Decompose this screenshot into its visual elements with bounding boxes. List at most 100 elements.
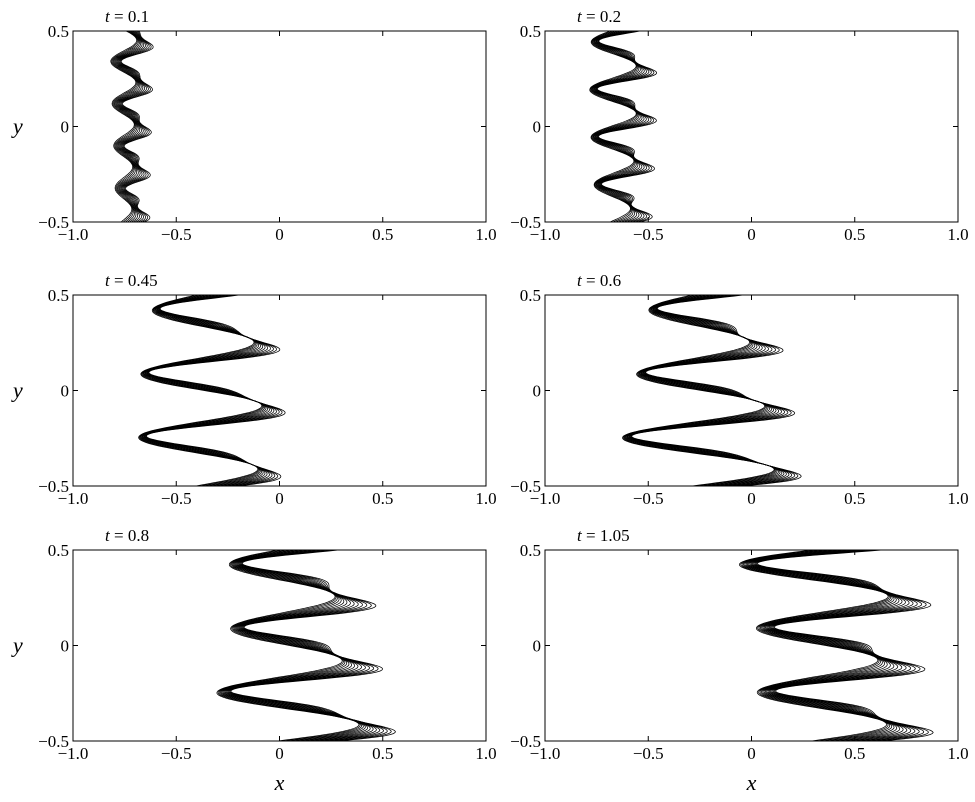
y-tick-label: −0.5 [38,477,69,496]
panel-1: −1.0 −0.5 0 0.5 1.00.50−0.5t = 0.1y [11,7,497,244]
contour-line [225,550,377,741]
contour-line [741,550,892,741]
panel-title: t = 1.05 [577,526,630,545]
x-tick-label: 0.5 [844,489,865,508]
x-tick-label: −1.0 [58,489,89,508]
x-tick-label: 1.0 [475,489,496,508]
contour-line [116,31,145,222]
contour-line [113,31,140,222]
contour-line [624,295,778,486]
contour-line [223,550,371,741]
y-tick-label: 0.5 [520,286,541,305]
y-tick-label: 0.5 [48,541,69,560]
plot-frame [544,549,959,742]
panel-title: t = 0.1 [105,7,149,26]
x-tick-label: −1.0 [58,225,89,244]
contour-line [743,550,893,741]
y-axis-label: y [11,114,23,139]
contour-line [120,31,154,222]
x-tick-label: −0.5 [161,225,192,244]
y-tick-label: 0 [61,637,70,656]
contour-line [141,295,268,486]
panel-title: t = 0.8 [105,526,149,545]
contour-line [144,295,277,486]
contour-line [112,31,139,222]
x-axis-label: x [274,770,285,795]
x-tick-label: 1.0 [475,225,496,244]
contour-line [629,295,793,486]
x-tick-label: 0.5 [372,744,393,763]
contour-line [143,295,272,486]
x-tick-label: 1.0 [947,489,968,508]
contour-line [623,295,777,486]
contour-line [144,295,280,486]
contour-lines [589,31,657,222]
x-tick-label: 1.0 [947,744,968,763]
x-tick-label: 0 [747,225,756,244]
y-tick-label: 0.5 [520,22,541,41]
panel-6: −1.0 −0.5 0 0.5 1.00.50−0.5t = 1.05x [510,526,968,795]
x-tick-label: 1.0 [947,225,968,244]
contour-line [750,550,912,741]
x-axis-label: x [746,770,757,795]
x-tick-label: 0.5 [844,744,865,763]
x-tick-label: −1.0 [530,489,561,508]
y-tick-label: 0 [61,118,70,137]
contour-line [226,550,381,741]
panel-title: t = 0.2 [577,7,621,26]
contour-lines [138,295,286,486]
contour-line [630,295,799,486]
y-tick-label: −0.5 [510,477,541,496]
x-tick-label: 0 [747,744,756,763]
y-tick-label: 0 [533,118,542,137]
y-tick-label: 0 [61,382,70,401]
contour-line [754,550,925,741]
x-tick-label: 0 [747,489,756,508]
y-tick-label: 0.5 [48,22,69,41]
contour-line [629,295,796,486]
y-tick-label: −0.5 [510,213,541,232]
contour-line [145,295,286,486]
panel-title: t = 0.45 [105,271,158,290]
panel-2: −1.0 −0.5 0 0.5 1.00.50−0.5t = 0.2 [510,7,968,244]
panel-3: −1.0 −0.5 0 0.5 1.00.50−0.5t = 0.45y [11,271,497,508]
contour-line [139,295,264,486]
x-tick-label: 0 [275,744,284,763]
y-tick-label: −0.5 [38,213,69,232]
y-tick-label: −0.5 [510,732,541,751]
x-tick-label: −0.5 [161,489,192,508]
contour-line [117,31,146,222]
panel-5: −1.0 −0.5 0 0.5 1.00.50−0.5t = 0.8yx [11,526,497,795]
contour-line [222,550,368,741]
contour-line [110,31,138,222]
contour-line [118,31,150,222]
contour-line [753,550,920,741]
contour-line [138,295,263,486]
contour-line [744,550,895,741]
contour-line [748,550,904,741]
contour-line [143,295,275,486]
plot-frame [72,294,487,487]
x-tick-label: −1.0 [58,744,89,763]
contour-line [224,550,374,741]
contour-line [755,550,929,741]
contour-line [751,550,916,741]
x-tick-label: 0.5 [372,489,393,508]
contour-lines [216,550,396,741]
contour-line [220,550,366,741]
contour-lines [110,31,154,222]
contour-line [141,295,267,486]
panel-title: t = 0.6 [577,271,621,290]
panel-4: −1.0 −0.5 0 0.5 1.00.50−0.5t = 0.6 [510,271,968,508]
contour-line [217,550,361,741]
y-tick-label: 0.5 [48,286,69,305]
contour-line [628,295,790,486]
contour-line [140,295,266,486]
contour-line [115,31,143,222]
contour-line [145,295,283,486]
contour-line [625,295,779,486]
contour-line [625,295,781,486]
contour-line [118,31,148,222]
x-tick-label: 0 [275,489,284,508]
